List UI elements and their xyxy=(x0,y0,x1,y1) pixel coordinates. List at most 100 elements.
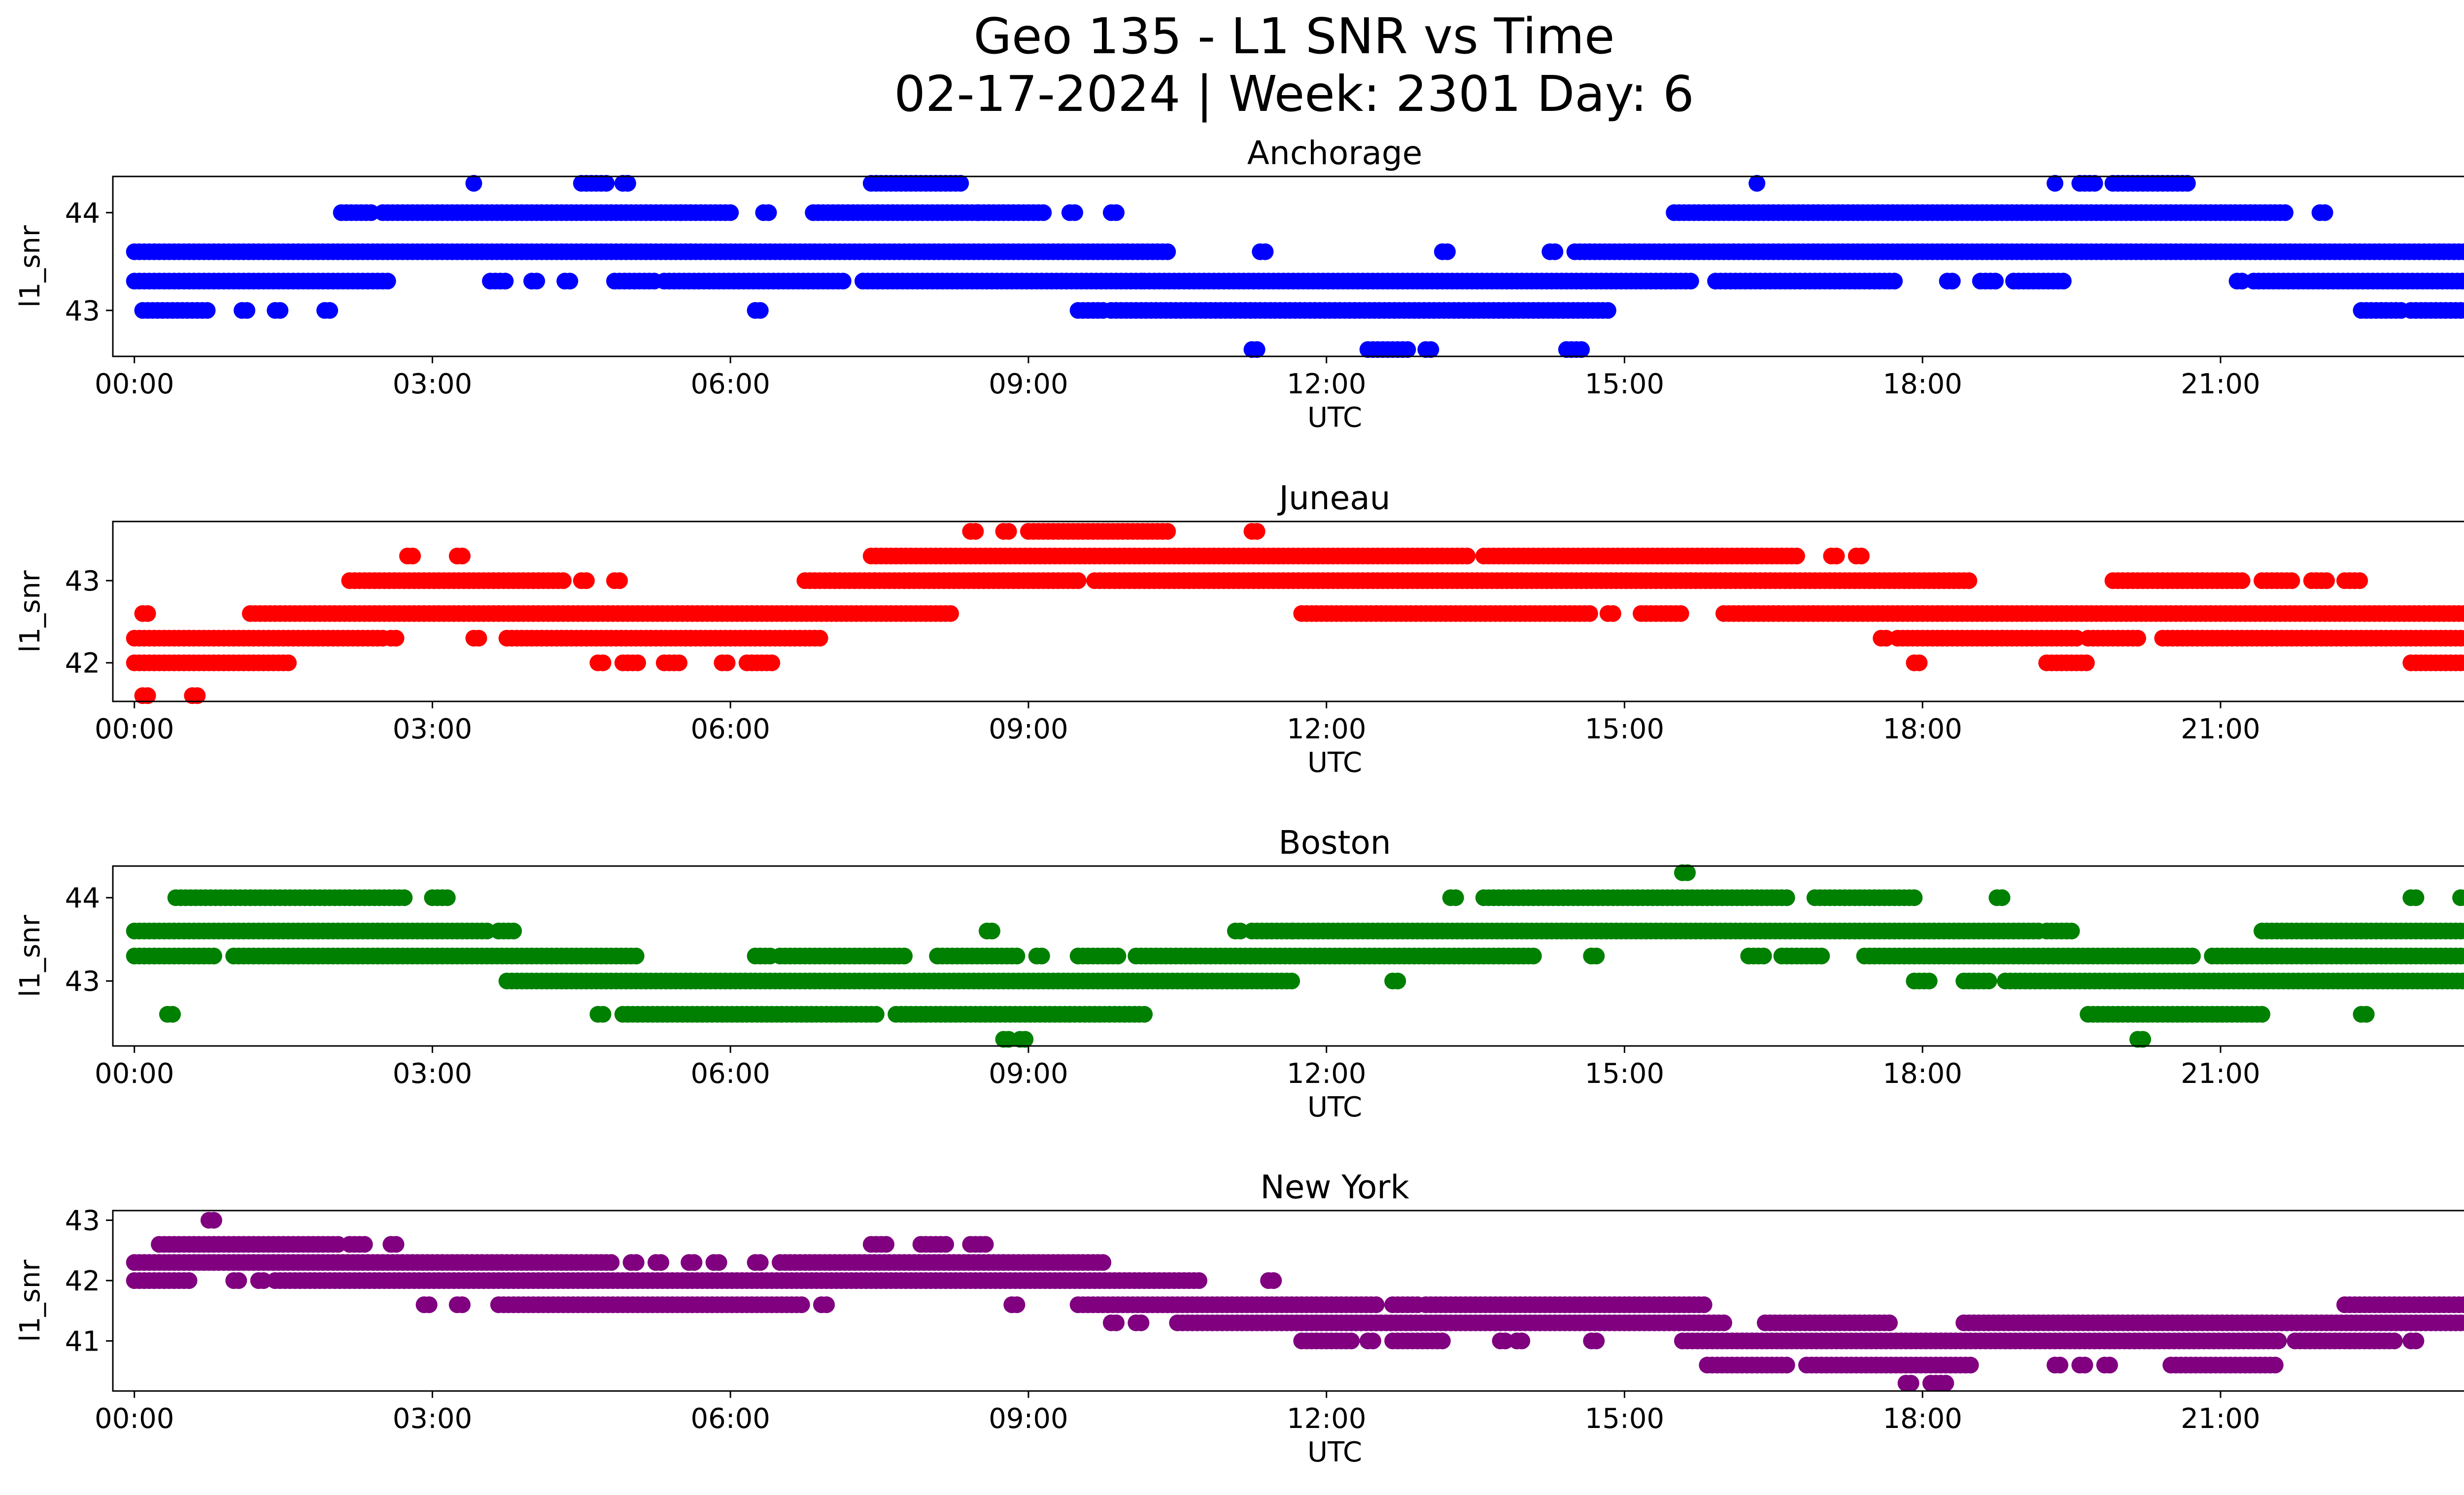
data-point xyxy=(1525,947,1542,965)
x-tick-label: 18:00 xyxy=(1883,1058,1962,1090)
data-point xyxy=(1283,973,1300,990)
data-point xyxy=(205,947,222,965)
x-axis-label: UTC xyxy=(1307,1091,1362,1123)
panel-title: New York xyxy=(1260,1168,1409,1206)
x-tick-label: 18:00 xyxy=(1883,713,1962,745)
y-tick-label: 44 xyxy=(65,197,100,229)
panel-title: Juneau xyxy=(1277,479,1390,517)
data-point xyxy=(505,922,522,939)
data-point xyxy=(2462,892,2464,903)
data-point xyxy=(811,629,828,647)
data-point xyxy=(1447,889,1464,906)
data-point xyxy=(752,1254,769,1271)
data-point xyxy=(280,654,297,671)
data-point xyxy=(1368,1296,1385,1313)
data-point xyxy=(439,889,456,906)
data-point xyxy=(603,1254,620,1271)
data-point xyxy=(627,947,645,965)
series-new-york xyxy=(126,1212,2464,1392)
data-point xyxy=(2386,1332,2403,1350)
data-point xyxy=(1422,341,1439,358)
data-point xyxy=(1066,204,1083,221)
data-point xyxy=(2054,273,2072,290)
data-point xyxy=(1980,973,1997,990)
data-point xyxy=(710,1254,727,1271)
axes-frame xyxy=(112,521,2464,702)
data-point xyxy=(396,889,413,906)
data-point xyxy=(1439,243,1456,260)
data-point xyxy=(2457,655,2464,671)
x-tick-label: 21:00 xyxy=(2181,368,2260,400)
data-point xyxy=(1920,973,1938,990)
data-point xyxy=(1191,1272,1207,1289)
x-tick-label: 00:00 xyxy=(95,713,174,745)
data-point xyxy=(1755,947,1772,965)
data-point xyxy=(387,629,405,647)
data-point xyxy=(1069,572,1087,589)
data-point xyxy=(685,1254,703,1271)
data-point xyxy=(1604,605,1621,622)
data-point xyxy=(453,1296,471,1313)
data-point xyxy=(2460,244,2464,259)
data-point xyxy=(2457,302,2464,319)
data-point xyxy=(1434,1332,1451,1350)
data-point xyxy=(952,174,969,192)
data-point xyxy=(321,302,339,319)
data-point xyxy=(2462,950,2464,962)
data-point xyxy=(2233,273,2251,290)
data-point xyxy=(1588,1332,1605,1350)
data-point xyxy=(180,1272,198,1289)
data-point xyxy=(1132,1314,1150,1331)
x-tick-label: 21:00 xyxy=(2181,713,2260,745)
data-point xyxy=(1695,1296,1712,1313)
data-point xyxy=(554,572,572,589)
x-tick-label: 00:00 xyxy=(95,1058,174,1090)
axes-frame xyxy=(112,865,2464,1047)
data-point xyxy=(2351,572,2368,589)
data-point xyxy=(199,302,216,319)
x-tick-label: 03:00 xyxy=(393,1058,472,1090)
data-point xyxy=(2233,572,2251,589)
axes-frame xyxy=(112,175,2464,357)
panel-title: Boston xyxy=(1278,824,1391,862)
x-tick-label: 06:00 xyxy=(690,713,770,745)
series-juneau xyxy=(126,523,2464,704)
data-point xyxy=(763,654,781,671)
x-tick-label: 00:00 xyxy=(95,368,174,400)
data-point xyxy=(420,1296,438,1313)
x-tick-label: 03:00 xyxy=(393,713,472,745)
data-point xyxy=(1581,605,1598,622)
x-tick-label: 09:00 xyxy=(989,713,1068,745)
data-point xyxy=(719,654,736,671)
data-point xyxy=(2047,174,2063,192)
data-point xyxy=(1399,341,1416,358)
data-point xyxy=(1886,273,1903,290)
data-point xyxy=(2407,1332,2425,1350)
data-point xyxy=(1159,523,1176,540)
x-tick-label: 15:00 xyxy=(1585,368,1664,400)
data-point xyxy=(1008,947,1026,965)
data-point xyxy=(1248,341,1266,358)
data-point xyxy=(2283,572,2300,589)
data-point xyxy=(356,1236,373,1253)
data-point xyxy=(984,922,1000,939)
data-point xyxy=(2457,630,2464,647)
data-point xyxy=(1878,629,1895,647)
data-point xyxy=(2184,947,2201,965)
data-point xyxy=(1364,1332,1381,1350)
data-point xyxy=(453,548,471,564)
data-point xyxy=(1715,1314,1732,1331)
x-tick-label: 15:00 xyxy=(1585,1058,1664,1090)
data-point xyxy=(2457,947,2464,965)
data-point xyxy=(497,273,514,290)
data-point xyxy=(1546,243,1564,260)
data-point xyxy=(164,1006,181,1023)
data-point xyxy=(2460,606,2464,621)
data-point xyxy=(2459,973,2464,989)
data-point xyxy=(1573,341,1590,358)
data-point xyxy=(937,1236,954,1253)
x-tick-label: 03:00 xyxy=(393,368,472,400)
data-point xyxy=(627,1254,645,1271)
